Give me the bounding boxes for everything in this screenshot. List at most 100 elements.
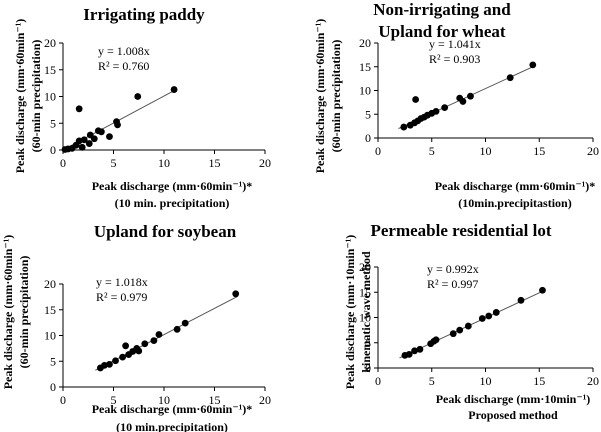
data-point bbox=[412, 96, 420, 103]
y-tick-label: 20 bbox=[359, 36, 371, 50]
regression-equation: y = 1.008x bbox=[98, 44, 150, 58]
regression-equation: y = 1.041x bbox=[429, 37, 481, 51]
y-tick-label: 0 bbox=[50, 143, 56, 157]
chart-svg: Irrigating paddy 0 5 10 15 20 0 5 10 15 20 y = 1.00… bbox=[13, 5, 271, 210]
x-axis-label: Peak discharge (mm·10min⁻¹) bbox=[436, 392, 591, 406]
y-tick-label: 10 bbox=[44, 329, 56, 343]
x-tick-label: 10 bbox=[480, 374, 492, 388]
r-squared: R² = 0.903 bbox=[429, 52, 480, 66]
y-tick-label: 0 bbox=[365, 361, 371, 375]
x-tick-label: 15 bbox=[209, 393, 221, 407]
r-squared: R² = 0.760 bbox=[98, 59, 149, 73]
y-tick-label: 15 bbox=[359, 285, 371, 299]
x-tick-label: 10 bbox=[158, 393, 170, 407]
data-point bbox=[539, 286, 546, 294]
chart-svg: Non-irrigating and Upland for wheat 0 5 10 15… bbox=[313, 0, 599, 210]
x-tick-label: 0 bbox=[375, 374, 381, 388]
data-point bbox=[97, 128, 105, 136]
x-tick-label: 0 bbox=[60, 156, 66, 170]
data-point bbox=[485, 312, 493, 320]
data-point bbox=[101, 361, 108, 369]
x-axis-label: Peak discharge (mm·60min⁻¹)* bbox=[435, 179, 596, 193]
x-tick-label: 20 bbox=[587, 374, 599, 388]
x-axis-label: (10 min. precipitation) bbox=[115, 196, 230, 210]
chart-svg: Upland for soybean 0 5 10 15 20 0 5 10 15 20 y = 1.… bbox=[1, 222, 271, 432]
x-tick-label: 0 bbox=[375, 144, 381, 158]
data-point bbox=[181, 319, 189, 327]
data-point bbox=[106, 360, 113, 368]
y-tick-label: 15 bbox=[359, 60, 371, 74]
y-tick-label: 15 bbox=[44, 303, 56, 317]
chart-panel-permeable-residential: Permeable residential lot 0 5 10 15 20 0 5 10 15 2… bbox=[300, 216, 600, 432]
y-tick-label: 5 bbox=[365, 336, 371, 350]
data-point bbox=[170, 86, 178, 93]
data-point bbox=[173, 325, 181, 333]
x-tick-label: 5 bbox=[429, 144, 435, 158]
x-tick-label: 20 bbox=[259, 156, 271, 170]
x-tick-label: 5 bbox=[429, 374, 435, 388]
data-point bbox=[122, 342, 130, 350]
data-point bbox=[416, 345, 424, 353]
data-point bbox=[85, 140, 93, 147]
x-axis-label: (10min.precipitastion) bbox=[458, 196, 571, 210]
data-point bbox=[112, 357, 119, 365]
chart-panel-upland-soybean: Upland for soybean 0 5 10 15 20 0 5 10 15 20 y = 1.… bbox=[0, 216, 300, 432]
data-point bbox=[150, 337, 158, 345]
y-tick-label: 0 bbox=[50, 380, 56, 394]
r-squared: R² = 0.997 bbox=[427, 277, 478, 291]
x-axis-label: Proposed method bbox=[468, 408, 558, 422]
data-point bbox=[441, 104, 449, 111]
y-tick-label: 5 bbox=[50, 354, 56, 368]
y-tick-label: 10 bbox=[44, 90, 56, 104]
data-point bbox=[492, 309, 500, 316]
data-point bbox=[529, 61, 537, 69]
x-axis-label: Peak discharge (mm·60min⁻¹)* bbox=[92, 179, 253, 193]
data-point bbox=[114, 121, 121, 129]
data-point bbox=[459, 98, 467, 105]
data-point bbox=[517, 296, 525, 304]
data-point bbox=[75, 105, 83, 113]
x-tick-label: 15 bbox=[533, 374, 545, 388]
data-point bbox=[449, 330, 457, 338]
chart-panel-non-irrigating-wheat: Non-irrigating and Upland for wheat 0 5 10 15… bbox=[300, 0, 600, 216]
y-tick-label: 20 bbox=[359, 260, 371, 274]
x-tick-label: 15 bbox=[533, 144, 545, 158]
data-point bbox=[75, 137, 83, 145]
data-point bbox=[119, 353, 126, 361]
chart-panel-irrigating-paddy: Irrigating paddy 0 5 10 15 20 0 5 10 15 20 y = 1.00… bbox=[0, 0, 300, 216]
data-point bbox=[155, 331, 163, 338]
data-point bbox=[135, 347, 143, 355]
y-tick-label: 20 bbox=[44, 36, 56, 50]
x-tick-label: 20 bbox=[587, 144, 599, 158]
data-point bbox=[456, 326, 464, 334]
y-tick-label: 10 bbox=[359, 311, 371, 325]
data-point bbox=[411, 347, 418, 355]
r-squared: R² = 0.979 bbox=[96, 290, 147, 304]
data-point bbox=[80, 136, 88, 144]
y-axis-label: (60-min precipitation) bbox=[329, 40, 343, 153]
chart-title: Upland for wheat bbox=[378, 22, 506, 41]
data-point bbox=[467, 92, 474, 100]
regression-equation: y = 1.018x bbox=[96, 275, 148, 289]
data-point bbox=[478, 315, 486, 322]
x-tick-label: 15 bbox=[209, 156, 221, 170]
data-point bbox=[134, 93, 142, 100]
y-axis-label: Peak discharge (mm·60min⁻¹) bbox=[1, 235, 15, 390]
data-point bbox=[78, 143, 86, 151]
data-point bbox=[506, 74, 514, 82]
data-point bbox=[90, 135, 98, 143]
y-axis-label: Peak discharge (mm·60min⁻¹) bbox=[13, 19, 27, 174]
data-point bbox=[400, 123, 408, 131]
x-tick-label: 20 bbox=[259, 393, 271, 407]
chart-title: Permeable residential lot bbox=[371, 221, 552, 240]
data-point bbox=[141, 340, 149, 348]
chart-title: Non-irrigating and bbox=[373, 0, 511, 19]
chart-svg: Permeable residential lot 0 5 10 15 20 0 5 10 15 2… bbox=[343, 221, 599, 422]
chart-title: Irrigating paddy bbox=[83, 5, 205, 24]
y-tick-label: 0 bbox=[365, 131, 371, 145]
data-point bbox=[432, 108, 440, 115]
x-tick-label: 0 bbox=[60, 393, 66, 407]
chart-title: Upland for soybean bbox=[94, 222, 237, 241]
x-tick-label: 10 bbox=[158, 156, 170, 170]
y-tick-label: 20 bbox=[44, 277, 56, 291]
